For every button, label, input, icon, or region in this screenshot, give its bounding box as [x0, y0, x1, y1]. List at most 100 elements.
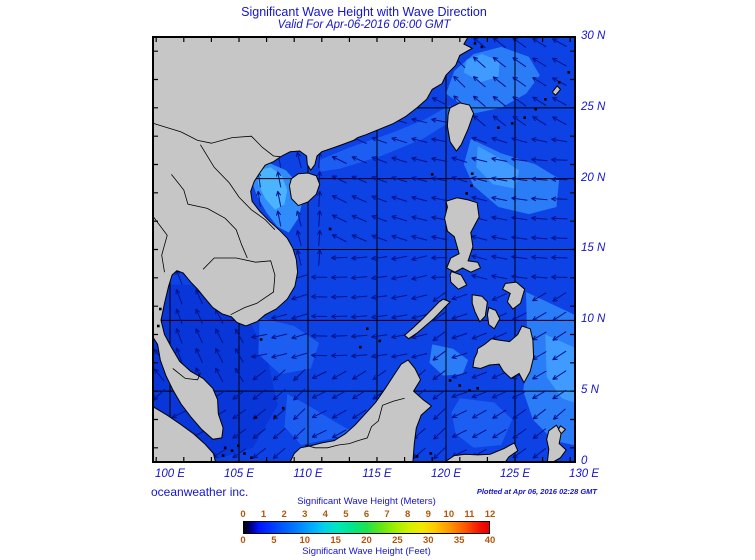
meters-tick-6: 6	[363, 509, 370, 520]
small-island	[448, 379, 452, 382]
page-title: Significant Wave Height with Wave Direct…	[241, 5, 487, 19]
wave-patch-east-china-sea-bright	[463, 54, 500, 83]
feet-tick-5: 5	[271, 535, 277, 546]
small-island	[223, 446, 227, 450]
meters-tick-1: 1	[260, 509, 267, 520]
lon-label-130: 130 E	[568, 468, 600, 480]
small-island	[523, 116, 526, 119]
border-cambodia	[202, 257, 276, 316]
feet-tick-40: 40	[484, 535, 496, 546]
land-cebu-bohol	[486, 306, 501, 330]
small-island	[359, 345, 362, 349]
lat-label-0: 0	[581, 455, 588, 467]
feet-tick-30: 30	[422, 535, 434, 546]
small-island	[328, 227, 332, 231]
lon-label-110: 110 E	[293, 468, 323, 480]
land-samar-leyte	[501, 281, 526, 310]
small-island	[366, 327, 369, 331]
small-island	[429, 452, 433, 455]
small-island	[281, 406, 285, 410]
colorbar-feet-scale: 0 5 10 15 20 25 30 35 40	[240, 535, 495, 546]
feet-tick-25: 25	[392, 535, 403, 546]
small-island	[415, 455, 419, 458]
lat-label-30: 30 N	[581, 29, 606, 42]
wave-patch-borneo-coast-band	[284, 394, 357, 445]
land-sumatra	[153, 406, 217, 462]
border-vietnam-laos	[200, 144, 276, 230]
feet-tick-20: 20	[361, 535, 372, 546]
border-kalimantan-malaysia	[305, 397, 405, 449]
meters-tick-5: 5	[343, 509, 349, 520]
meters-tick-11: 11	[464, 509, 475, 520]
land-sulawesi-north	[443, 442, 519, 462]
small-island	[430, 173, 434, 176]
land-luzon	[444, 197, 482, 273]
small-island	[250, 456, 253, 459]
meters-tick-3: 3	[302, 509, 308, 520]
axis-tick-marks	[153, 37, 575, 462]
border-thailand-myanmar	[153, 216, 168, 273]
lat-label-15: 15 N	[581, 242, 606, 255]
meters-tick-8: 8	[405, 509, 411, 520]
wave-patch-philippine-sea-bright	[476, 146, 520, 189]
wave-patch-vietnam-offshore-band	[258, 317, 319, 375]
lat-label-5: 5 N	[581, 384, 599, 397]
small-island	[259, 338, 263, 341]
small-island	[470, 184, 473, 187]
land-borneo	[289, 359, 433, 462]
small-island	[510, 122, 514, 125]
meters-tick-2: 2	[281, 509, 287, 520]
small-island	[470, 172, 474, 175]
lat-label-20: 20 N	[581, 171, 606, 184]
wave-patch-taiwan-strait-band	[319, 105, 455, 172]
lon-label-125: 125 E	[499, 468, 531, 480]
border-malaysia-thailand	[172, 368, 201, 381]
small-island	[378, 339, 382, 343]
colorbar-meters-scale: 0 1 2 3 4 5 6 7 8 9 10 11 12	[240, 509, 495, 520]
small-island	[254, 416, 257, 419]
border-china-southern-border	[153, 123, 281, 158]
small-island	[237, 444, 240, 447]
wave-patch-mindanao-east-bright	[545, 334, 575, 404]
colorbar-meters-label: Significant Wave Height (Meters)	[297, 496, 436, 507]
land-okinawa	[551, 85, 562, 96]
colorbar-feet-label: Significant Wave Height (Feet)	[302, 546, 431, 557]
lon-label-115: 115 E	[362, 468, 392, 480]
feet-tick-35: 35	[453, 535, 465, 546]
small-island	[567, 71, 571, 74]
small-island	[273, 415, 277, 418]
valid-time-subtitle: Valid For Apr-06-2016 06:00 GMT	[277, 19, 451, 31]
colorbar-gradient	[243, 521, 490, 534]
map-frame	[152, 36, 576, 463]
wave-patch-sulu-sea-patch	[429, 344, 469, 376]
small-island	[473, 42, 477, 45]
land-panay-negros	[471, 294, 488, 323]
lat-label-25: 25 N	[581, 100, 606, 113]
small-island	[534, 107, 537, 111]
small-island	[230, 449, 234, 452]
land-mindanao	[472, 325, 535, 384]
small-island	[544, 98, 547, 101]
feet-tick-15: 15	[330, 535, 341, 546]
small-island	[557, 81, 561, 84]
small-island	[465, 192, 468, 195]
lat-label-10: 10 N	[581, 313, 606, 326]
lon-label-105: 105 E	[223, 468, 255, 480]
lon-label-100: 100 E	[154, 468, 186, 480]
small-island	[157, 324, 160, 328]
meters-tick-9: 9	[425, 509, 431, 520]
small-island	[476, 387, 479, 390]
land-hainan	[288, 172, 321, 207]
meters-tick-4: 4	[322, 509, 328, 520]
lon-label-120: 120 E	[430, 468, 462, 480]
meters-tick-0: 0	[240, 509, 246, 520]
land-morotai	[557, 425, 567, 435]
small-island	[480, 45, 484, 49]
small-island	[576, 58, 579, 61]
meters-tick-7: 7	[384, 509, 390, 520]
small-island	[243, 452, 246, 455]
meters-tick-12: 12	[484, 509, 496, 520]
land-mindoro	[449, 270, 468, 290]
